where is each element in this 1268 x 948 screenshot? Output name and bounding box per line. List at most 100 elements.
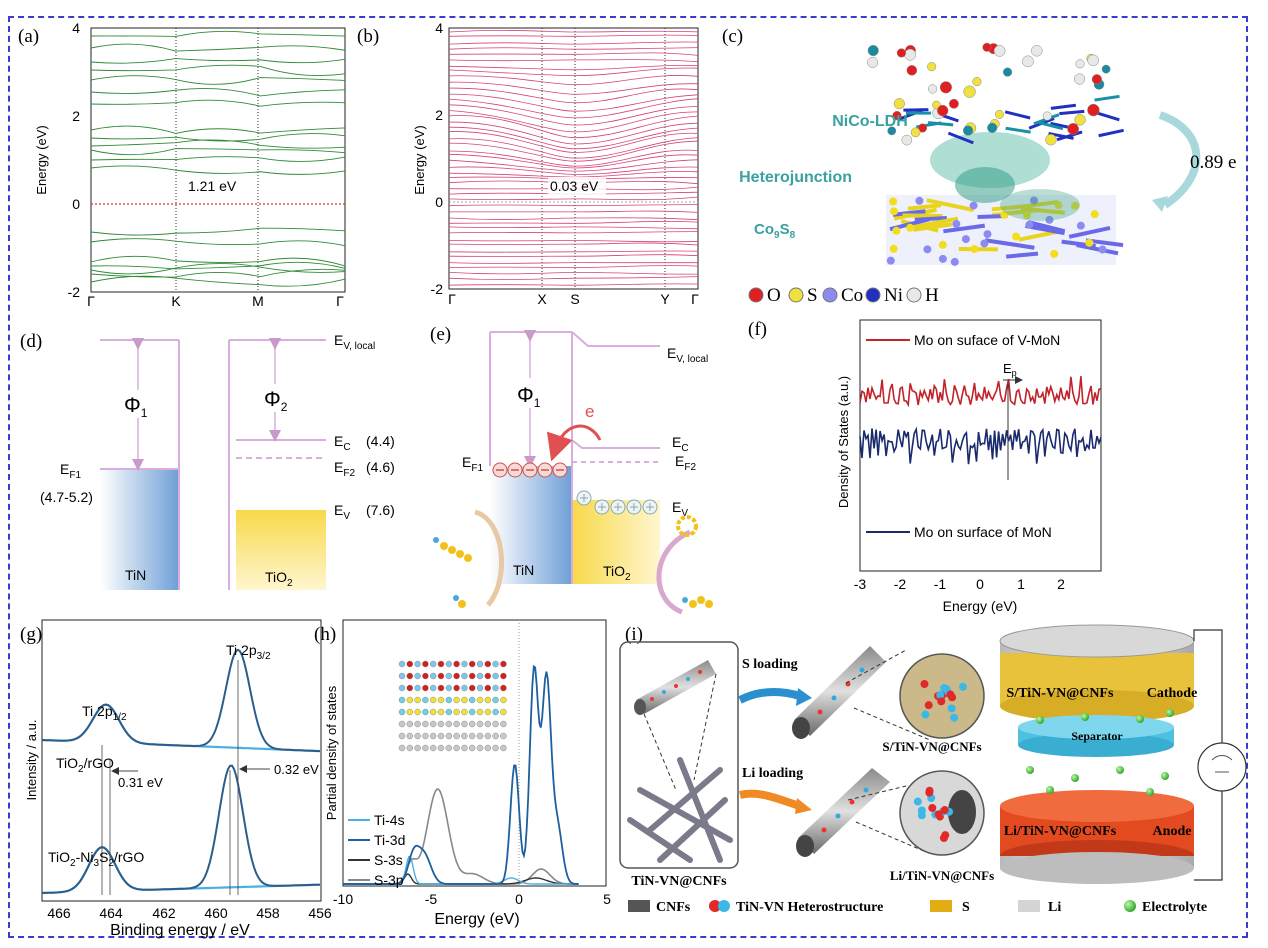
band-line bbox=[448, 47, 699, 50]
band-line bbox=[448, 110, 699, 133]
svg-text:H: H bbox=[925, 285, 939, 306]
ldh-atom bbox=[893, 98, 905, 110]
ef1-label: EF1 bbox=[60, 461, 81, 481]
band-line bbox=[448, 41, 699, 45]
inset-atom bbox=[500, 660, 507, 668]
svg-text:4: 4 bbox=[72, 20, 80, 36]
ec-value: (4.4) bbox=[366, 433, 395, 449]
svg-text:Γ: Γ bbox=[691, 291, 699, 307]
lattice-atom bbox=[983, 230, 992, 239]
zoom-atom bbox=[939, 834, 948, 843]
svg-text:Y: Y bbox=[660, 291, 670, 307]
inset-atom bbox=[500, 732, 507, 740]
band-line bbox=[90, 268, 346, 278]
panel-a: (a) Energy (eV) 4 2 0 -2 Γ K M Γ 1.21 eV bbox=[18, 20, 346, 309]
lattice-atom bbox=[923, 245, 932, 254]
peak1-label: Ti 2p1/2 bbox=[82, 703, 127, 723]
zoom-atom bbox=[946, 690, 955, 699]
svg-text:5: 5 bbox=[603, 891, 611, 907]
separator-label: Separator bbox=[1071, 729, 1123, 743]
inset-atom bbox=[469, 708, 476, 716]
band-line bbox=[90, 139, 346, 149]
band-line bbox=[448, 217, 699, 221]
band-line bbox=[448, 87, 699, 104]
zoom-atom bbox=[937, 697, 946, 706]
inset-atom bbox=[430, 660, 437, 668]
inset-atom bbox=[461, 660, 468, 668]
lattice-atom bbox=[950, 257, 959, 266]
panel-h-axes bbox=[342, 619, 607, 887]
ldh-bond bbox=[1056, 130, 1083, 142]
inset-atom bbox=[398, 720, 406, 728]
pdos-ti3d bbox=[343, 664, 579, 885]
inset-atom bbox=[422, 672, 429, 680]
ldh-atom bbox=[904, 48, 917, 61]
inset-atom bbox=[453, 744, 460, 752]
inset-atom bbox=[422, 744, 429, 752]
zoom-atom bbox=[947, 704, 956, 713]
inset-atom bbox=[476, 744, 484, 752]
inset-atom bbox=[500, 684, 507, 692]
ldh-atom bbox=[1022, 55, 1034, 68]
inset-atom bbox=[461, 708, 468, 716]
shift1-label: 0.31 eV bbox=[118, 775, 163, 790]
inset-atom bbox=[469, 660, 476, 668]
sample2-label: TiO2-Ni3S2/rGO bbox=[48, 849, 144, 869]
inset-atom bbox=[398, 708, 406, 716]
inset-atom bbox=[476, 720, 484, 728]
sample1-label: TiO2/rGO bbox=[56, 755, 114, 775]
lattice-bond bbox=[1068, 225, 1111, 239]
inset-atom bbox=[430, 696, 437, 704]
separator-disk bbox=[1018, 715, 1174, 757]
band-line bbox=[90, 30, 346, 37]
lattice-atom bbox=[1050, 249, 1059, 258]
band-line bbox=[90, 148, 346, 156]
svg-text:Γ: Γ bbox=[87, 293, 95, 309]
panel-a-yticks: 4 2 0 -2 bbox=[68, 20, 81, 300]
inset-atom bbox=[484, 684, 491, 692]
inset-atom bbox=[414, 744, 421, 752]
lattice-atom bbox=[938, 254, 947, 263]
ldh-bond bbox=[1005, 126, 1031, 134]
svg-text:TiN-VN Heterostructure: TiN-VN Heterostructure bbox=[736, 900, 883, 915]
fiber-network bbox=[627, 757, 733, 863]
panel-i: (i) TiN-VN@CNFs S loading Li loading bbox=[619, 624, 1247, 915]
svg-text:Ni: Ni bbox=[884, 285, 903, 306]
inset-atom bbox=[414, 732, 421, 740]
lattice-bond bbox=[907, 203, 942, 211]
inset-atom bbox=[422, 720, 429, 728]
svg-text:462: 462 bbox=[152, 905, 176, 921]
ep-label: Ep bbox=[1003, 361, 1017, 378]
ldh-bond bbox=[1048, 131, 1074, 140]
zoom-atom bbox=[940, 806, 949, 815]
svg-text:0: 0 bbox=[515, 891, 523, 907]
zoom-atom bbox=[925, 788, 934, 797]
circuit-wire bbox=[1193, 629, 1223, 881]
band-line bbox=[448, 204, 699, 207]
ef1-value: (4.7-5.2) bbox=[40, 489, 93, 505]
inset-atom bbox=[461, 684, 468, 692]
lattice-bond bbox=[892, 209, 926, 217]
lattice-bond bbox=[991, 203, 1032, 212]
lattice-atom bbox=[1025, 220, 1034, 229]
inset-atom bbox=[398, 732, 406, 740]
ldh-atom bbox=[910, 127, 921, 138]
inset-atom bbox=[422, 696, 429, 704]
svg-text:Γ: Γ bbox=[336, 293, 344, 309]
lattice-atom bbox=[889, 207, 898, 216]
svg-text:M: M bbox=[252, 293, 264, 309]
ldh-atom bbox=[982, 42, 992, 52]
inset-atom bbox=[500, 708, 507, 716]
panel-f-label: (f) bbox=[748, 319, 767, 340]
band-line bbox=[90, 275, 346, 287]
phi1-label-e: Φ1 bbox=[517, 384, 541, 410]
li-tube-label: Li/TiN-VN@CNFs bbox=[890, 868, 994, 883]
band-line bbox=[448, 153, 699, 169]
lattice-atom bbox=[1012, 232, 1021, 241]
lattice-bond bbox=[984, 238, 1035, 250]
band-line bbox=[90, 156, 346, 162]
band-line bbox=[448, 149, 699, 167]
inset-atom bbox=[445, 684, 452, 692]
ldh-bond bbox=[947, 131, 974, 145]
lattice-atom bbox=[969, 201, 978, 210]
